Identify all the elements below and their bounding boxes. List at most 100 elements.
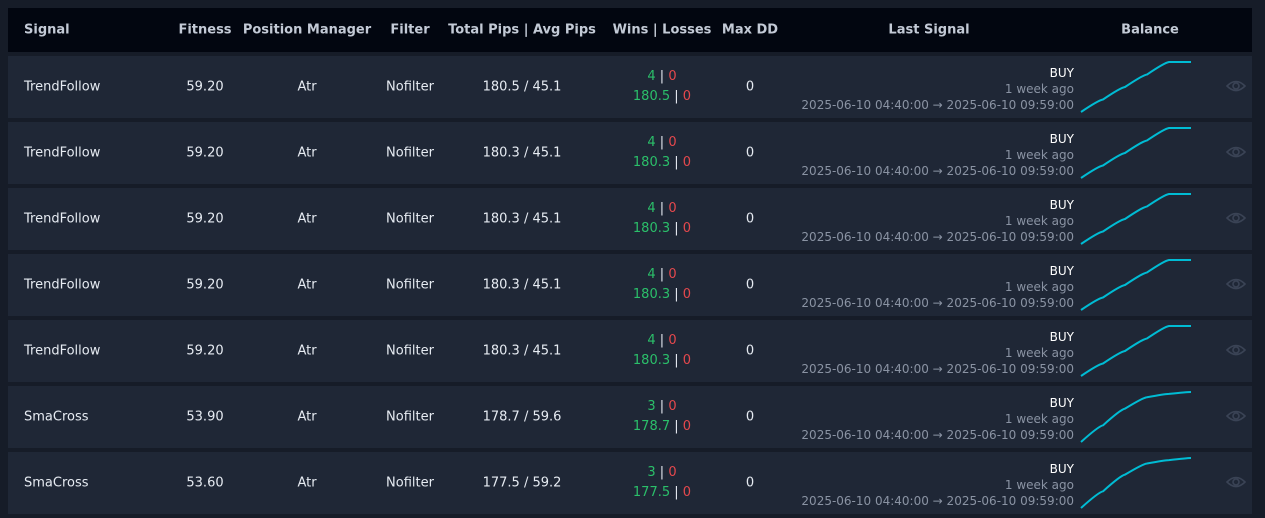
header-max-dd[interactable]: Max DD [721,22,779,38]
header-fitness[interactable]: Fitness [178,22,232,38]
header-filter[interactable]: Filter [390,22,430,38]
win-pips: 178.7 [632,419,671,434]
wins-losses: 3 | 0 177.5 | 0 [632,465,692,500]
signals-table: Signal Fitness Position Manager Filter T… [8,8,1252,514]
header-pips[interactable]: Total Pips | Avg Pips [448,22,596,38]
signal-range: 2025-06-10 04:40:00 → 2025-06-10 09:59:0… [801,230,1074,244]
eye-icon[interactable] [1226,474,1246,490]
eye-icon[interactable] [1226,144,1246,160]
last-signal: BUY 1 week ago 2025-06-10 04:40:00 → 202… [801,263,1074,311]
pips: 180.3 / 45.1 [482,277,562,293]
table-row[interactable]: SmaCross 53.60 Atr Nofilter 177.5 / 59.2… [8,452,1252,514]
signal-direction: BUY [1049,264,1074,278]
signal-name: TrendFollow [24,145,101,161]
wins-losses: 4 | 0 180.3 | 0 [632,267,692,302]
fitness: 59.20 [186,211,224,227]
signal-age: 1 week ago [1004,82,1074,96]
signal-name: TrendFollow [24,79,101,95]
losses: 0 [668,69,677,84]
signal-name: SmaCross [24,409,89,425]
header-balance[interactable]: Balance [1121,22,1179,38]
position-manager: Atr [297,475,317,491]
filter: Nofilter [386,277,434,293]
signal-age: 1 week ago [1004,280,1074,294]
header-signal[interactable]: Signal [24,22,70,38]
losses: 0 [668,399,677,414]
table-row[interactable]: TrendFollow 59.20 Atr Nofilter 180.3 / 4… [8,188,1252,250]
signal-range: 2025-06-10 04:40:00 → 2025-06-10 09:59:0… [801,164,1074,178]
signal-range: 2025-06-10 04:40:00 → 2025-06-10 09:59:0… [801,428,1074,442]
signal-range: 2025-06-10 04:40:00 → 2025-06-10 09:59:0… [801,494,1074,508]
filter: Nofilter [386,409,434,425]
max-dd: 0 [745,145,755,161]
signal-direction: BUY [1049,132,1074,146]
last-signal: BUY 1 week ago 2025-06-10 04:40:00 → 202… [801,65,1074,113]
eye-icon[interactable] [1226,408,1246,424]
pips: 180.3 / 45.1 [482,343,562,359]
table-row[interactable]: TrendFollow 59.20 Atr Nofilter 180.5 / 4… [8,56,1252,118]
loss-pips: 0 [682,287,692,302]
signal-direction: BUY [1049,462,1074,476]
table-row[interactable]: TrendFollow 59.20 Atr Nofilter 180.3 / 4… [8,320,1252,382]
balance-sparkline [1080,325,1191,377]
balance-line [1080,259,1191,311]
signal-age: 1 week ago [1004,214,1074,228]
win-pips: 177.5 [632,485,671,500]
max-dd: 0 [745,277,755,293]
loss-pips: 0 [682,221,692,236]
wins: 4 [647,135,656,150]
loss-pips: 0 [682,419,692,434]
signal-direction: BUY [1049,198,1074,212]
signal-age: 1 week ago [1004,346,1074,360]
pips: 180.3 / 45.1 [482,145,562,161]
balance-sparkline [1080,391,1192,443]
filter: Nofilter [386,79,434,95]
last-signal: BUY 1 week ago 2025-06-10 04:40:00 → 202… [801,329,1074,377]
signal-name: SmaCross [24,475,89,491]
loss-pips: 0 [682,89,692,104]
max-dd: 0 [745,343,755,359]
table-row[interactable]: TrendFollow 59.20 Atr Nofilter 180.3 / 4… [8,122,1252,184]
last-signal: BUY 1 week ago 2025-06-10 04:40:00 → 202… [801,461,1074,509]
losses: 0 [668,201,677,216]
fitness: 59.20 [186,277,224,293]
table-row[interactable]: SmaCross 53.90 Atr Nofilter 178.7 / 59.6… [8,386,1252,448]
fitness: 59.20 [186,343,224,359]
header-position-manager[interactable]: Position Manager [242,22,372,38]
position-manager: Atr [297,277,317,293]
table-header: Signal Fitness Position Manager Filter T… [8,8,1252,52]
win-pips: 180.3 [632,221,671,236]
header-last-signal[interactable]: Last Signal [888,22,970,38]
signal-name: TrendFollow [24,343,101,359]
last-signal: BUY 1 week ago 2025-06-10 04:40:00 → 202… [801,131,1074,179]
max-dd: 0 [745,475,755,491]
balance-line [1080,61,1191,113]
win-pips: 180.5 [632,89,671,104]
pips: 177.5 / 59.2 [482,475,562,491]
wins-losses: 4 | 0 180.3 | 0 [632,333,692,368]
losses: 0 [668,465,677,480]
header-wins-losses[interactable]: Wins | Losses [612,22,712,38]
eye-icon[interactable] [1226,342,1246,358]
fitness: 53.90 [186,409,224,425]
losses: 0 [668,267,677,282]
fitness: 59.20 [186,145,224,161]
eye-icon[interactable] [1226,78,1246,94]
balance-line [1080,193,1191,245]
loss-pips: 0 [682,353,692,368]
max-dd: 0 [745,211,755,227]
position-manager: Atr [297,79,317,95]
wins: 4 [647,201,656,216]
eye-icon[interactable] [1226,210,1246,226]
wins-losses: 3 | 0 178.7 | 0 [632,399,692,434]
signal-age: 1 week ago [1004,148,1074,162]
filter: Nofilter [386,211,434,227]
signal-age: 1 week ago [1004,412,1074,426]
wins: 4 [647,333,656,348]
table-row[interactable]: TrendFollow 59.20 Atr Nofilter 180.3 / 4… [8,254,1252,316]
loss-pips: 0 [682,485,692,500]
eye-icon[interactable] [1226,276,1246,292]
fitness: 59.20 [186,79,224,95]
balance-line [1080,457,1192,509]
position-manager: Atr [297,343,317,359]
